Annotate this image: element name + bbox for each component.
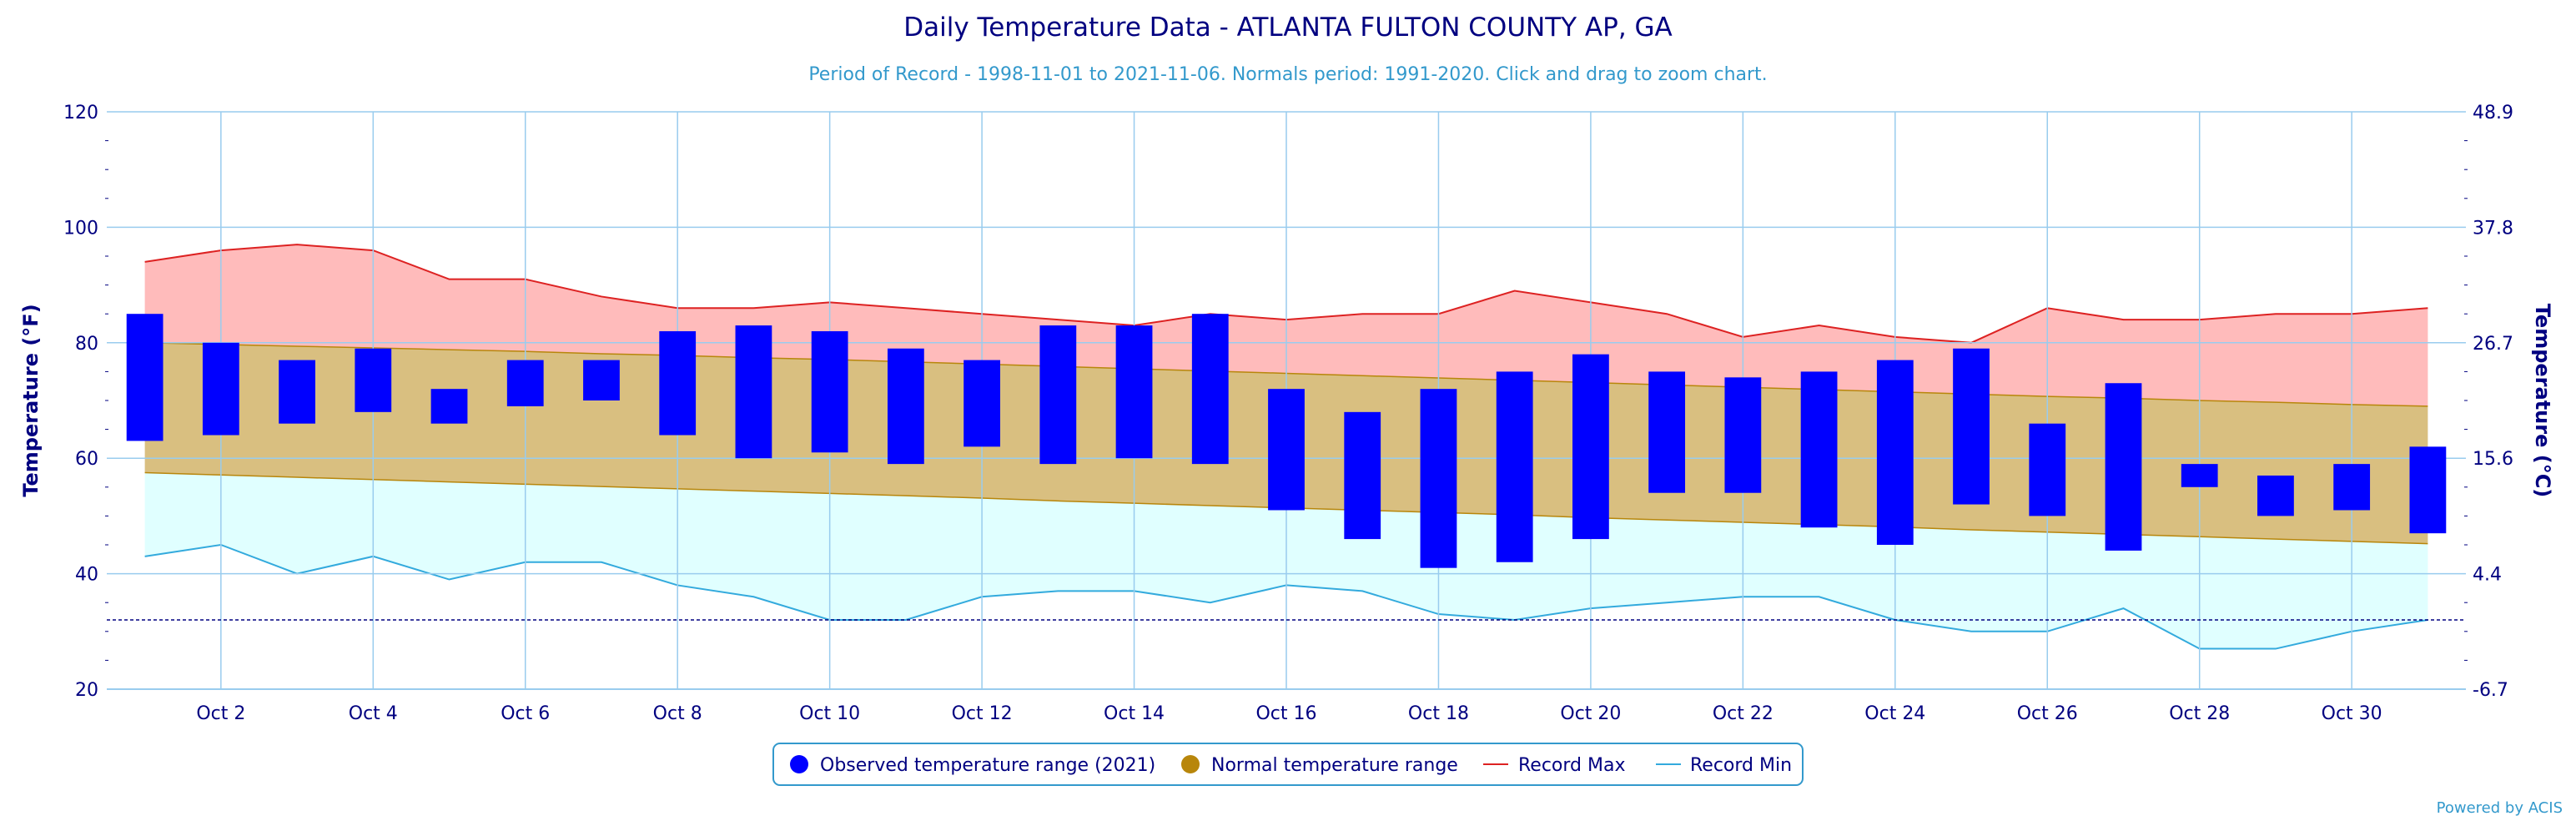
- x-axis: Oct 2 Oct 4 Oct 6 Oct 8 Oct 10 Oct 12 Oct 14 Oc…: [196, 703, 2382, 724]
- x-tick-label: Oct 12: [952, 703, 1013, 724]
- y-tick-label-c: 37.8: [2473, 218, 2513, 239]
- x-tick-label: Oct 2: [196, 703, 245, 724]
- observed-bar-oct-16: [1268, 389, 1305, 511]
- observed-bar-oct-24: [1876, 360, 1914, 545]
- y-tick-label-f: 80: [75, 334, 98, 355]
- x-tick-label: Oct 20: [1560, 703, 1621, 724]
- credit-link[interactable]: Powered by ACIS: [2437, 799, 2563, 817]
- y-tick-label-c: 15.6: [2473, 449, 2513, 470]
- observed-bar-oct-13: [1039, 325, 1077, 465]
- observed-bar-oct-29: [2257, 475, 2294, 516]
- observed-bar-oct-23: [1800, 371, 1838, 528]
- observed-bar-oct-18: [1420, 389, 1457, 568]
- y-axis-left-title: Temperature (°F): [19, 304, 43, 496]
- chart-legend: Observed temperature range (2021) Normal…: [772, 743, 1804, 786]
- x-tick-label: Oct 6: [501, 703, 550, 724]
- legend-item-observed[interactable]: Observed temperature range (2021): [790, 755, 1155, 776]
- observed-bar-oct-19: [1496, 371, 1533, 562]
- x-tick-label: Oct 16: [1255, 703, 1316, 724]
- x-tick-label: Oct 26: [2017, 703, 2078, 724]
- legend-symbol-observed: [790, 755, 808, 773]
- y-axis-left: 20 40 60 80 100 120: [63, 103, 98, 701]
- legend-symbol-normal: [1181, 755, 1200, 773]
- y-tick-label-f: 20: [75, 680, 98, 701]
- observed-bar-oct-9: [735, 325, 772, 459]
- observed-bar-oct-21: [1648, 371, 1686, 493]
- y-axis-right: -6.7 4.4 15.6 26.7 37.8 48.9: [2473, 103, 2513, 701]
- observed-bar-oct-15: [1191, 314, 1229, 465]
- observed-bar-oct-14: [1115, 325, 1153, 459]
- legend-item-normal[interactable]: Normal temperature range: [1181, 755, 1458, 776]
- legend-item-record-max[interactable]: Record Max: [1483, 755, 1626, 776]
- chart-subtitle: Period of Record - 1998-11-01 to 2021-11…: [808, 64, 1767, 85]
- observed-bar-oct-31: [2409, 446, 2447, 534]
- y-tick-label-c: 4.4: [2473, 565, 2502, 586]
- observed-bar-oct-25: [1953, 348, 1990, 505]
- observed-bar-oct-10: [811, 330, 848, 453]
- y-tick-label-f: 120: [63, 103, 98, 123]
- observed-bar-oct-11: [887, 348, 924, 465]
- observed-bar-oct-12: [963, 360, 1000, 447]
- observed-bar-oct-3: [279, 360, 315, 424]
- x-tick-label: Oct 22: [1713, 703, 1774, 724]
- legend-box: [772, 743, 1804, 786]
- observed-bar-oct-27: [2105, 383, 2142, 551]
- observed-bars: [126, 314, 2447, 568]
- y-tick-label-c: 48.9: [2473, 103, 2513, 123]
- x-tick-label: Oct 10: [799, 703, 860, 724]
- y-tick-label-c: -6.7: [2473, 680, 2508, 701]
- x-tick-label: Oct 8: [653, 703, 702, 724]
- observed-bar-oct-30: [2333, 464, 2371, 511]
- observed-bar-oct-1: [126, 314, 164, 441]
- x-tick-label: Oct 4: [349, 703, 398, 724]
- observed-bar-oct-26: [2029, 423, 2066, 516]
- observed-bar-oct-5: [430, 389, 468, 424]
- legend-label-record-min: Record Min: [1690, 755, 1792, 776]
- x-tick-label: Oct 28: [2169, 703, 2230, 724]
- observed-bar-oct-6: [506, 360, 544, 406]
- x-tick-label: Oct 14: [1104, 703, 1165, 724]
- legend-item-record-min[interactable]: Record Min: [1656, 755, 1792, 776]
- chart-title: Daily Temperature Data - ATLANTA FULTON …: [903, 13, 1673, 43]
- x-tick-label: Oct 24: [1864, 703, 1925, 724]
- observed-bar-oct-4: [355, 348, 392, 412]
- legend-label-normal: Normal temperature range: [1211, 755, 1458, 776]
- observed-bar-oct-28: [2181, 464, 2218, 487]
- observed-bar-oct-17: [1344, 411, 1381, 540]
- observed-bar-oct-2: [202, 342, 239, 436]
- observed-bar-oct-22: [1724, 377, 1762, 493]
- legend-label-record-max: Record Max: [1518, 755, 1626, 776]
- x-tick-label: Oct 18: [1408, 703, 1469, 724]
- y-tick-label-f: 100: [63, 218, 98, 239]
- y-axis-right-title: Temperature (°C): [2531, 304, 2554, 498]
- y-tick-label-c: 26.7: [2473, 334, 2513, 355]
- observed-bar-oct-8: [659, 330, 697, 436]
- legend-label-observed: Observed temperature range (2021): [820, 755, 1155, 776]
- y-tick-label-f: 60: [75, 449, 98, 470]
- observed-bar-oct-20: [1572, 354, 1609, 540]
- y-tick-label-f: 40: [75, 565, 98, 586]
- x-tick-label: Oct 30: [2322, 703, 2382, 724]
- observed-bar-oct-7: [583, 360, 620, 400]
